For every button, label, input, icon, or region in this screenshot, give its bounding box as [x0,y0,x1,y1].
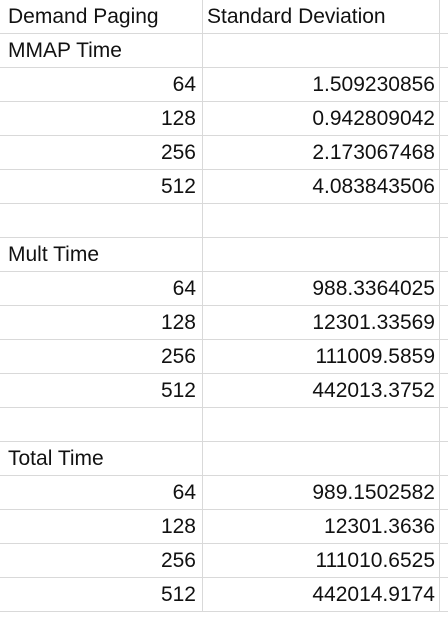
section-title-cell[interactable]: MMAP Time [0,34,203,68]
value-cell[interactable]: 988.3364025 [203,272,440,306]
value-cell[interactable]: 12301.3636 [203,510,440,544]
section-title-cell[interactable]: Mult Time [0,238,203,272]
size-cell[interactable]: 128 [0,102,203,136]
table-row: 64 1.509230856 [0,68,448,102]
size-cell[interactable]: 512 [0,170,203,204]
empty-cell[interactable] [203,442,440,476]
value-cell[interactable]: 111010.6525 [203,544,440,578]
value-cell[interactable]: 1.509230856 [203,68,440,102]
section-title-row: Total Time [0,442,448,476]
value-cell[interactable]: 0.942809042 [203,102,440,136]
empty-row [0,408,448,442]
value-cell[interactable]: 442014.9174 [203,578,440,612]
empty-cell[interactable] [203,204,440,238]
size-cell[interactable]: 256 [0,544,203,578]
table-row: 512 442013.3752 [0,374,448,408]
size-cell[interactable]: 128 [0,306,203,340]
size-cell[interactable]: 64 [0,68,203,102]
size-cell[interactable]: 512 [0,578,203,612]
value-cell[interactable]: 989.1502582 [203,476,440,510]
table-row: 256 111009.5859 [0,340,448,374]
value-cell[interactable]: 12301.33569 [203,306,440,340]
empty-cell[interactable] [203,34,440,68]
table-row: 512 4.083843506 [0,170,448,204]
size-cell[interactable]: 64 [0,476,203,510]
section-title-row: MMAP Time [0,34,448,68]
table-row: 128 12301.33569 [0,306,448,340]
header-cell-demand-paging[interactable]: Demand Paging [0,0,203,34]
size-cell[interactable]: 256 [0,136,203,170]
empty-cell[interactable] [0,204,203,238]
header-cell-standard-deviation[interactable]: Standard Deviation [203,0,440,34]
empty-row [0,204,448,238]
empty-cell[interactable] [203,408,440,442]
table-row: 64 988.3364025 [0,272,448,306]
table-row: 256 111010.6525 [0,544,448,578]
size-cell[interactable]: 256 [0,340,203,374]
table-row: 512 442014.9174 [0,578,448,612]
header-row: Demand Paging Standard Deviation [0,0,448,34]
empty-cell[interactable] [0,408,203,442]
size-cell[interactable]: 512 [0,374,203,408]
empty-cell[interactable] [203,238,440,272]
section-title-row: Mult Time [0,238,448,272]
table-row: 64 989.1502582 [0,476,448,510]
table-row: 256 2.173067468 [0,136,448,170]
value-cell[interactable]: 111009.5859 [203,340,440,374]
size-cell[interactable]: 64 [0,272,203,306]
section-title-cell[interactable]: Total Time [0,442,203,476]
value-cell[interactable]: 4.083843506 [203,170,440,204]
size-cell[interactable]: 128 [0,510,203,544]
value-cell[interactable]: 442013.3752 [203,374,440,408]
table-row: 128 12301.3636 [0,510,448,544]
table-row: 128 0.942809042 [0,102,448,136]
value-cell[interactable]: 2.173067468 [203,136,440,170]
